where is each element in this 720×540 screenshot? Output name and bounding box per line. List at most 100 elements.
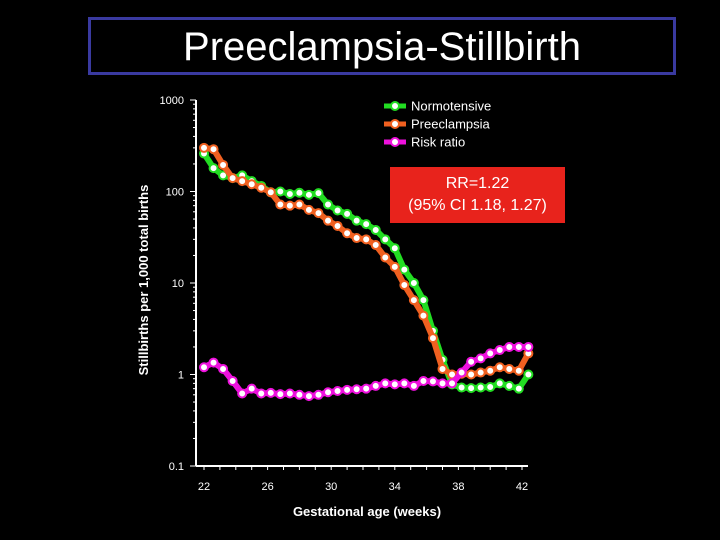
data-point-preeclampsia <box>485 365 496 376</box>
legend-label-risk-ratio: Risk ratio <box>411 135 465 150</box>
legend-label-preeclampsia: Preeclampsia <box>411 117 491 132</box>
x-tick-label: 34 <box>389 481 401 493</box>
data-point-preeclampsia <box>351 233 362 244</box>
data-point-normotensive <box>361 219 372 230</box>
data-point-normotensive <box>466 383 477 394</box>
data-point-preeclampsia <box>332 220 343 231</box>
data-point-risk-ratio <box>437 378 448 389</box>
data-point-risk-ratio <box>504 341 515 352</box>
data-point-risk-ratio <box>408 380 419 391</box>
data-point-normotensive <box>523 369 534 380</box>
series-group <box>199 142 534 402</box>
y-tick-label: 0.1 <box>169 461 184 473</box>
data-point-risk-ratio <box>284 388 295 399</box>
data-point-preeclampsia <box>389 261 400 272</box>
data-point-normotensive <box>408 278 419 288</box>
legend-marker-risk-ratio <box>390 137 400 147</box>
y-axis-label: Stillbirths per 1,000 total births <box>136 185 151 376</box>
data-point-preeclampsia <box>246 179 257 190</box>
data-point-normotensive <box>208 163 219 174</box>
data-point-risk-ratio <box>456 367 467 378</box>
x-tick-label: 38 <box>452 481 464 493</box>
data-point-risk-ratio <box>342 384 353 395</box>
rr-value: RR=1.22 <box>445 175 510 192</box>
legend-marker-normotensive <box>390 101 400 111</box>
data-point-normotensive <box>284 188 295 199</box>
data-point-normotensive <box>351 215 362 226</box>
data-point-preeclampsia <box>418 310 429 321</box>
data-point-risk-ratio <box>218 363 229 374</box>
x-tick-label: 42 <box>516 481 528 493</box>
data-point-risk-ratio <box>447 378 458 389</box>
data-point-risk-ratio <box>332 386 343 397</box>
data-point-normotensive <box>303 189 314 200</box>
data-point-risk-ratio <box>237 388 248 399</box>
data-point-normotensive <box>456 382 467 393</box>
data-point-risk-ratio <box>208 357 219 368</box>
axes-group: 0.1 1 10 100 1000 22 26 30 34 38 42 <box>160 95 529 493</box>
data-point-normotensive <box>332 205 343 216</box>
data-point-normotensive <box>380 234 391 245</box>
y-tick-label: 10 <box>172 278 184 290</box>
data-point-risk-ratio <box>313 389 324 400</box>
data-point-normotensive <box>485 382 496 393</box>
data-point-preeclampsia <box>284 200 295 211</box>
data-point-preeclampsia <box>275 199 286 210</box>
data-point-preeclampsia <box>370 240 381 251</box>
data-point-preeclampsia <box>303 204 314 215</box>
data-point-risk-ratio <box>256 388 267 399</box>
data-point-risk-ratio <box>294 389 305 400</box>
data-point-preeclampsia <box>399 280 410 291</box>
data-point-preeclampsia <box>199 142 209 153</box>
data-point-normotensive <box>475 382 486 393</box>
data-point-preeclampsia <box>466 369 477 380</box>
data-point-risk-ratio <box>370 380 381 391</box>
data-point-risk-ratio <box>418 375 429 386</box>
data-point-preeclampsia <box>427 333 438 344</box>
data-point-preeclampsia <box>494 362 505 373</box>
x-tick-label: 26 <box>261 481 273 493</box>
x-tick-label: 30 <box>325 481 337 493</box>
data-point-preeclampsia <box>237 176 248 187</box>
data-point-normotensive <box>294 187 305 198</box>
data-point-normotensive <box>494 378 505 389</box>
data-point-risk-ratio <box>466 356 477 367</box>
data-point-preeclampsia <box>265 187 276 198</box>
y-tick-label: 1 <box>178 370 184 382</box>
data-point-preeclampsia <box>361 234 372 245</box>
legend-marker-preeclampsia <box>390 119 400 129</box>
data-point-preeclampsia <box>408 295 419 306</box>
data-point-risk-ratio <box>361 383 372 394</box>
data-point-preeclampsia <box>208 144 219 155</box>
data-point-preeclampsia <box>380 252 391 263</box>
rr-ci: (95% CI 1.18, 1.27) <box>408 197 547 214</box>
title-frame <box>88 17 676 75</box>
data-point-risk-ratio <box>227 375 238 386</box>
data-point-risk-ratio <box>389 379 400 390</box>
data-point-normotensive <box>513 383 524 394</box>
data-point-risk-ratio <box>427 376 438 387</box>
data-point-preeclampsia <box>256 182 267 193</box>
x-axis-label: Gestational age (weeks) <box>293 504 441 519</box>
data-point-risk-ratio <box>494 345 505 356</box>
data-point-preeclampsia <box>437 363 448 374</box>
data-point-preeclampsia <box>218 159 229 170</box>
data-point-preeclampsia <box>323 215 334 226</box>
data-point-preeclampsia <box>313 208 324 219</box>
data-point-risk-ratio <box>399 378 410 389</box>
risk-ratio-annotation: RR=1.22 (95% CI 1.18, 1.27) <box>390 167 565 223</box>
data-point-preeclampsia <box>342 228 353 239</box>
data-point-risk-ratio <box>475 353 486 364</box>
data-point-normotensive <box>275 186 286 197</box>
data-point-risk-ratio <box>265 387 276 398</box>
data-point-normotensive <box>504 380 515 391</box>
chart-title: Preeclampsia-Stillbirth <box>183 25 581 69</box>
data-point-normotensive <box>323 199 334 210</box>
data-point-risk-ratio <box>303 391 314 402</box>
data-point-preeclampsia <box>294 199 305 210</box>
data-point-risk-ratio <box>523 341 534 352</box>
data-point-normotensive <box>399 264 410 275</box>
x-tick-label: 22 <box>198 481 210 493</box>
data-point-preeclampsia <box>227 173 238 184</box>
